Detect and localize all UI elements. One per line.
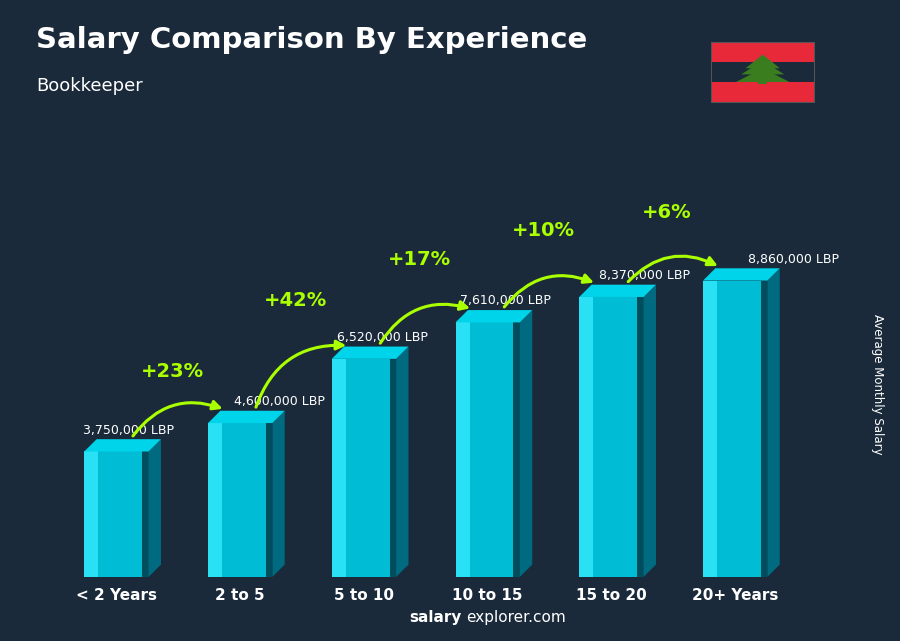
Polygon shape [513,322,520,577]
Polygon shape [455,322,520,577]
Polygon shape [580,297,593,577]
Polygon shape [85,451,148,577]
Text: +10%: +10% [512,221,575,240]
Polygon shape [637,297,643,577]
Polygon shape [148,439,161,577]
Text: +42%: +42% [265,290,328,310]
Text: 7,610,000 LBP: 7,610,000 LBP [461,294,552,308]
Text: salary: salary [410,610,462,625]
Polygon shape [390,359,396,577]
Polygon shape [580,297,644,577]
Polygon shape [644,285,656,577]
Polygon shape [768,269,779,577]
Polygon shape [85,451,98,577]
Polygon shape [266,423,273,577]
Polygon shape [760,281,768,577]
Polygon shape [208,411,284,423]
Polygon shape [736,69,789,82]
Polygon shape [455,322,470,577]
Text: 8,860,000 LBP: 8,860,000 LBP [748,253,839,265]
Text: Average Monthly Salary: Average Monthly Salary [871,314,884,455]
Bar [711,82,814,103]
Polygon shape [455,310,532,322]
Polygon shape [142,451,148,577]
Polygon shape [332,359,396,577]
Text: Bookkeeper: Bookkeeper [36,77,143,95]
Text: +6%: +6% [643,203,692,222]
Polygon shape [742,61,784,74]
Polygon shape [332,347,409,359]
Text: 6,520,000 LBP: 6,520,000 LBP [337,331,428,344]
Text: explorer.com: explorer.com [466,610,566,625]
Text: 8,370,000 LBP: 8,370,000 LBP [599,269,690,282]
Polygon shape [332,359,346,577]
Text: +23%: +23% [140,362,203,381]
Polygon shape [273,411,284,577]
Bar [758,74,767,84]
Polygon shape [396,347,409,577]
Bar [711,42,814,62]
Polygon shape [745,54,780,69]
Text: 3,750,000 LBP: 3,750,000 LBP [83,424,174,437]
Polygon shape [703,281,717,577]
Text: 4,600,000 LBP: 4,600,000 LBP [234,395,325,408]
Polygon shape [703,281,768,577]
Text: Salary Comparison By Experience: Salary Comparison By Experience [36,26,587,54]
Polygon shape [520,310,532,577]
Polygon shape [580,285,656,297]
Text: +17%: +17% [388,250,451,269]
Polygon shape [208,423,222,577]
Polygon shape [208,423,273,577]
Polygon shape [703,269,779,281]
Polygon shape [85,439,161,451]
